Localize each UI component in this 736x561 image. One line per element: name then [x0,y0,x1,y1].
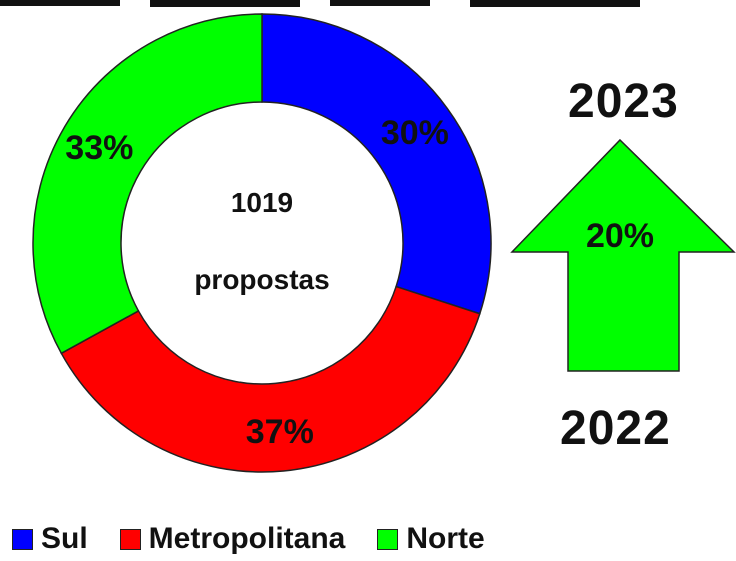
legend-label-sul: Sul [41,522,88,555]
year-2022: 2022 [560,402,671,455]
legend: Sul Metropolitana Norte [12,524,517,554]
slice-norte [32,13,263,355]
slice-label-norte: 33% [65,129,133,167]
up-arrow-icon [510,138,736,372]
legend-item-norte: Norte [377,522,485,555]
legend-swatch-metropolitana [119,528,141,550]
legend-swatch-norte [377,528,399,550]
slice-label-sul: 30% [381,114,449,152]
cropped-heading-fragment [0,0,736,14]
slice-metropolitana [60,285,481,473]
legend-item-metropolitana: Metropolitana [119,522,346,555]
growth-percent: 20% [586,217,654,255]
slice-sul [261,13,492,315]
year-2023: 2023 [568,75,679,128]
legend-label-norte: Norte [406,522,485,555]
center-label: propostas [194,264,329,295]
growth-arrow: 20% [510,138,736,372]
legend-item-sul: Sul [12,524,88,554]
slice-label-metropolitana: 37% [246,413,314,451]
center-value: 1019 [231,187,293,218]
legend-swatch-sul [12,528,33,550]
legend-label-metropolitana: Metropolitana [148,522,346,555]
